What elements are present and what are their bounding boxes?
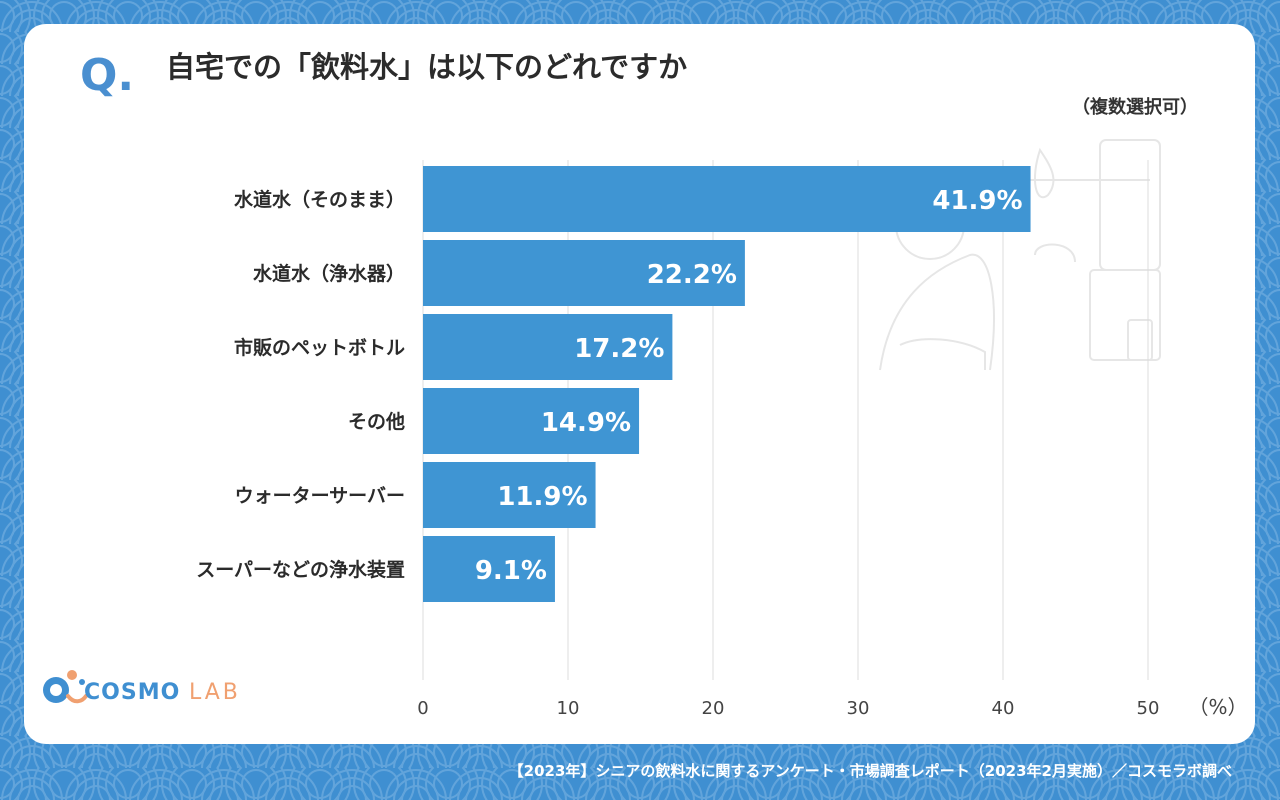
logo-word-lab: LAB [188,680,241,705]
multiple-choice-note: （複数選択可） [1072,97,1198,118]
x-tick-label: 0 [417,698,428,719]
logo-text: COSMO LAB [84,680,241,705]
bar [423,166,1031,232]
data-label: 14.9% [541,408,631,438]
cosmo-lab-logo-icon [43,670,88,704]
category-label: ウォーターサーバー [235,485,405,507]
bar [423,536,555,602]
bar [423,462,596,528]
data-label: 17.2% [574,334,664,364]
chart-card [24,24,1255,744]
data-label: 22.2% [647,260,737,290]
x-tick-label: 50 [1137,698,1160,719]
source-footer: 【2023年】シニアの飲料水に関するアンケート・市場調査レポート（2023年2月… [508,762,1232,780]
bar [423,388,640,454]
x-tick-label: 20 [702,698,725,719]
category-label: 水道水（そのまま） [234,188,405,211]
data-label: 9.1% [475,556,547,586]
category-label: スーパーなどの浄水装置 [196,558,405,581]
category-label: 水道水（浄水器） [253,262,405,285]
bar [423,314,673,380]
category-labels: 水道水（そのまま） 水道水（浄水器） 市販のペットボトルその他ウォーターサーバースー… [196,188,405,581]
data-labels: 41.9% 22.2% 17.2% 14.9% 11.9% 9.1% [475,186,1023,586]
category-label: その他 [348,410,405,433]
x-tick-labels: 0 10 20 30 40 50 [417,698,1159,719]
bars-group [423,166,1031,602]
data-label: 41.9% [932,186,1022,216]
question-mark: Q. [80,50,135,101]
data-label: 11.9% [497,482,587,512]
chart-title: 自宅での「飲料水」は以下のどれですか [166,50,688,84]
x-axis-unit: （%） [1188,695,1247,719]
category-label: 市販のペットボトル [234,336,405,359]
logo-word-cosmo: COSMO [84,680,181,705]
x-tick-label: 30 [847,698,870,719]
x-tick-label: 40 [992,698,1015,719]
bar [423,240,745,306]
x-tick-label: 10 [557,698,580,719]
